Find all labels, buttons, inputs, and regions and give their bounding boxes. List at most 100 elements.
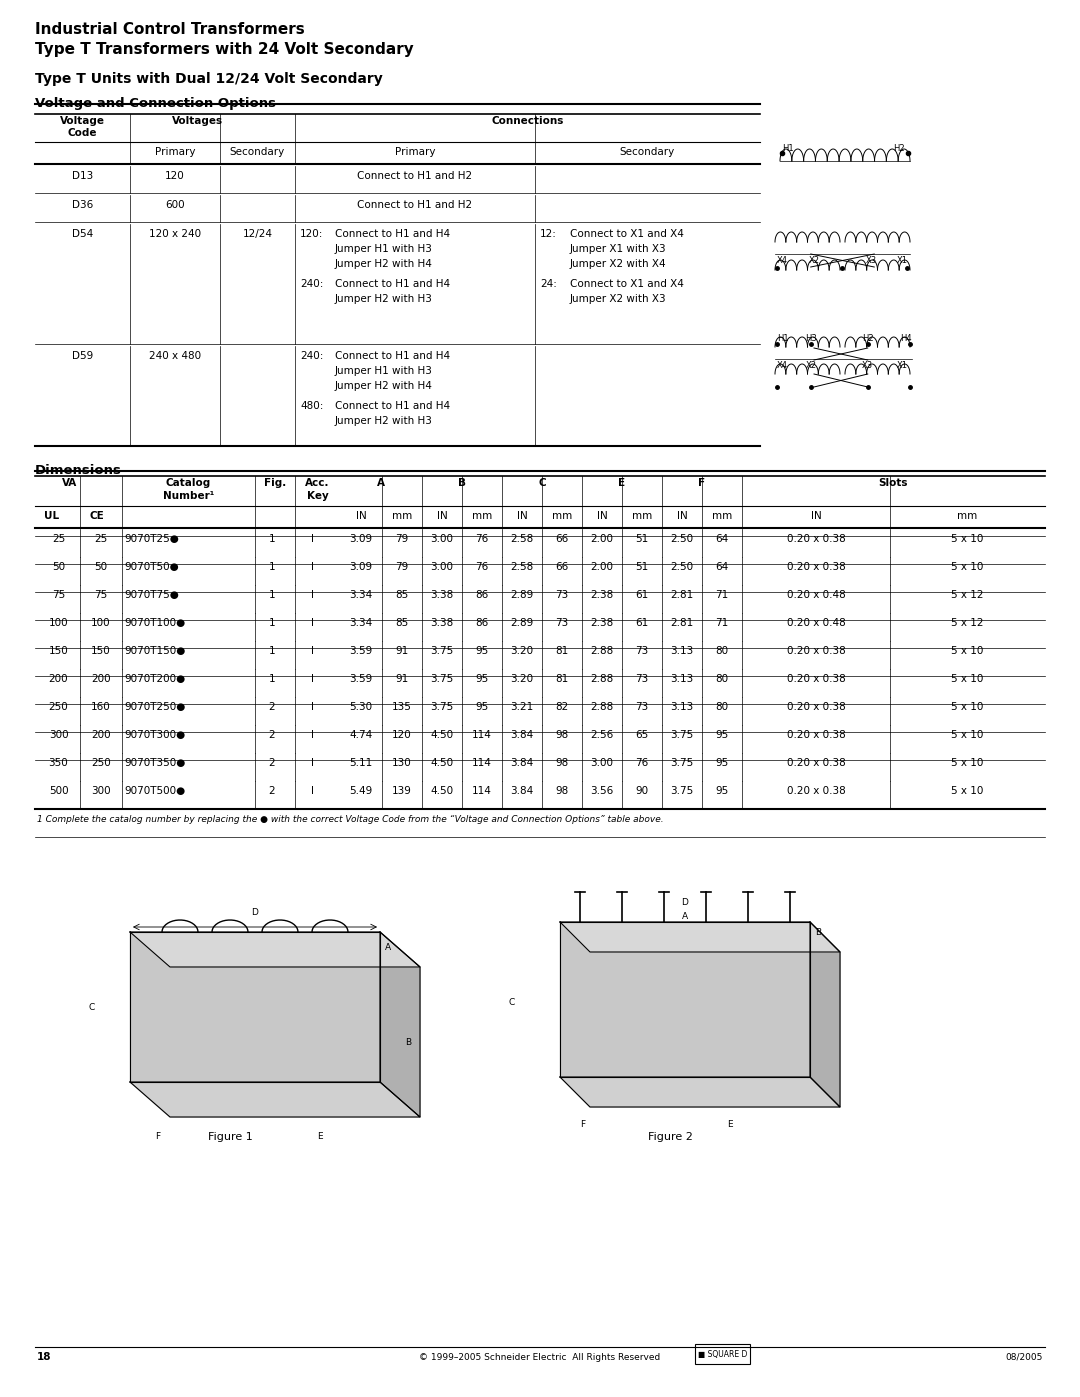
Text: 240:: 240: [300, 279, 323, 289]
Text: Voltages: Voltages [172, 116, 224, 126]
Text: Connect to H1 and H4: Connect to H1 and H4 [335, 351, 450, 360]
Text: 12/24: 12/24 [243, 229, 272, 239]
Text: 300: 300 [49, 731, 68, 740]
Text: Code: Code [68, 129, 97, 138]
Text: H1: H1 [782, 144, 794, 154]
Text: 2.50: 2.50 [671, 562, 693, 571]
Text: 2.58: 2.58 [511, 534, 534, 543]
Text: D: D [681, 898, 688, 907]
Text: 9070T150●: 9070T150● [124, 645, 186, 657]
Text: I: I [311, 787, 313, 796]
Text: 9070T300●: 9070T300● [124, 731, 185, 740]
Text: Connect to H1 and H4: Connect to H1 and H4 [335, 229, 450, 239]
Text: 300: 300 [91, 787, 111, 796]
Text: 240:: 240: [300, 351, 323, 360]
Text: 1: 1 [269, 534, 275, 543]
Text: IN: IN [516, 511, 527, 521]
Text: 150: 150 [49, 645, 68, 657]
Text: E: E [318, 1132, 323, 1141]
Text: D: D [252, 908, 258, 916]
Text: Connect to X1 and X4: Connect to X1 and X4 [570, 279, 684, 289]
Text: 4.50: 4.50 [431, 731, 454, 740]
Text: 2.00: 2.00 [591, 534, 613, 543]
Text: 120:: 120: [300, 229, 323, 239]
Text: UL: UL [44, 511, 59, 521]
Text: 73: 73 [555, 617, 569, 629]
Text: I: I [311, 590, 313, 599]
Text: 1: 1 [269, 673, 275, 685]
Text: 100: 100 [91, 617, 111, 629]
Text: 9070T350●: 9070T350● [124, 759, 186, 768]
Text: 0.20 x 0.38: 0.20 x 0.38 [786, 731, 846, 740]
Text: 480:: 480: [300, 401, 323, 411]
Text: 9070T25●: 9070T25● [124, 534, 179, 543]
Text: 240 x 480: 240 x 480 [149, 351, 201, 360]
Text: 2.88: 2.88 [591, 673, 613, 685]
Text: Figure 2: Figure 2 [648, 1132, 692, 1141]
Text: 76: 76 [635, 759, 649, 768]
Text: Key: Key [307, 490, 328, 502]
Text: 85: 85 [395, 590, 408, 599]
Text: 114: 114 [472, 731, 491, 740]
Text: 0.20 x 0.38: 0.20 x 0.38 [786, 703, 846, 712]
Text: 120: 120 [392, 731, 411, 740]
Text: 95: 95 [715, 731, 729, 740]
Text: 73: 73 [555, 590, 569, 599]
Text: 5 x 10: 5 x 10 [951, 731, 984, 740]
Text: 75: 75 [52, 590, 65, 599]
Polygon shape [561, 922, 840, 951]
Text: 81: 81 [555, 645, 569, 657]
Text: 5 x 10: 5 x 10 [951, 562, 984, 571]
Text: IN: IN [355, 511, 366, 521]
Text: 350: 350 [49, 759, 68, 768]
Text: 25: 25 [52, 534, 65, 543]
Text: 120 x 240: 120 x 240 [149, 229, 201, 239]
Text: B: B [405, 1038, 411, 1046]
Text: Jumper H2 with H4: Jumper H2 with H4 [335, 381, 433, 391]
Text: D54: D54 [72, 229, 93, 239]
Text: 3.38: 3.38 [430, 590, 454, 599]
Text: 160: 160 [91, 703, 111, 712]
Text: 2.58: 2.58 [511, 562, 534, 571]
Text: 95: 95 [475, 645, 488, 657]
Text: 64: 64 [715, 562, 729, 571]
Text: X4: X4 [777, 256, 788, 265]
Text: 75: 75 [94, 590, 108, 599]
Polygon shape [380, 932, 420, 1118]
Text: 3.00: 3.00 [431, 562, 454, 571]
Text: 80: 80 [715, 703, 729, 712]
Text: 150: 150 [91, 645, 111, 657]
Text: mm: mm [957, 511, 977, 521]
Text: 500: 500 [49, 787, 68, 796]
Text: 3.84: 3.84 [511, 787, 534, 796]
Text: CE: CE [90, 511, 105, 521]
Text: 0.20 x 0.38: 0.20 x 0.38 [786, 562, 846, 571]
Text: 2.89: 2.89 [511, 617, 534, 629]
Text: 3.13: 3.13 [671, 673, 693, 685]
Text: 98: 98 [555, 759, 569, 768]
Text: B: B [815, 928, 821, 936]
Text: 1 Complete the catalog number by replacing the ● with the correct Voltage Code f: 1 Complete the catalog number by replaci… [37, 814, 663, 824]
Text: Type T Units with Dual 12/24 Volt Secondary: Type T Units with Dual 12/24 Volt Second… [35, 73, 382, 87]
Text: 66: 66 [555, 534, 569, 543]
Text: H3: H3 [805, 334, 816, 344]
Text: 5 x 12: 5 x 12 [951, 590, 984, 599]
Text: 135: 135 [392, 703, 411, 712]
Text: H2: H2 [893, 144, 905, 154]
Text: 82: 82 [555, 703, 569, 712]
Text: Fig.: Fig. [264, 478, 286, 488]
Text: 85: 85 [395, 617, 408, 629]
Text: 114: 114 [472, 787, 491, 796]
Text: Dimensions: Dimensions [35, 464, 122, 476]
Text: C: C [89, 1003, 95, 1011]
Text: 120: 120 [165, 170, 185, 182]
Text: 9070T50●: 9070T50● [124, 562, 178, 571]
Text: 25: 25 [94, 534, 108, 543]
Text: 9070T200●: 9070T200● [124, 673, 185, 685]
Text: 1: 1 [269, 590, 275, 599]
Text: 79: 79 [395, 534, 408, 543]
Text: 3.21: 3.21 [511, 703, 534, 712]
Text: 3.75: 3.75 [430, 703, 454, 712]
Text: F: F [699, 478, 705, 488]
Text: 80: 80 [715, 645, 729, 657]
